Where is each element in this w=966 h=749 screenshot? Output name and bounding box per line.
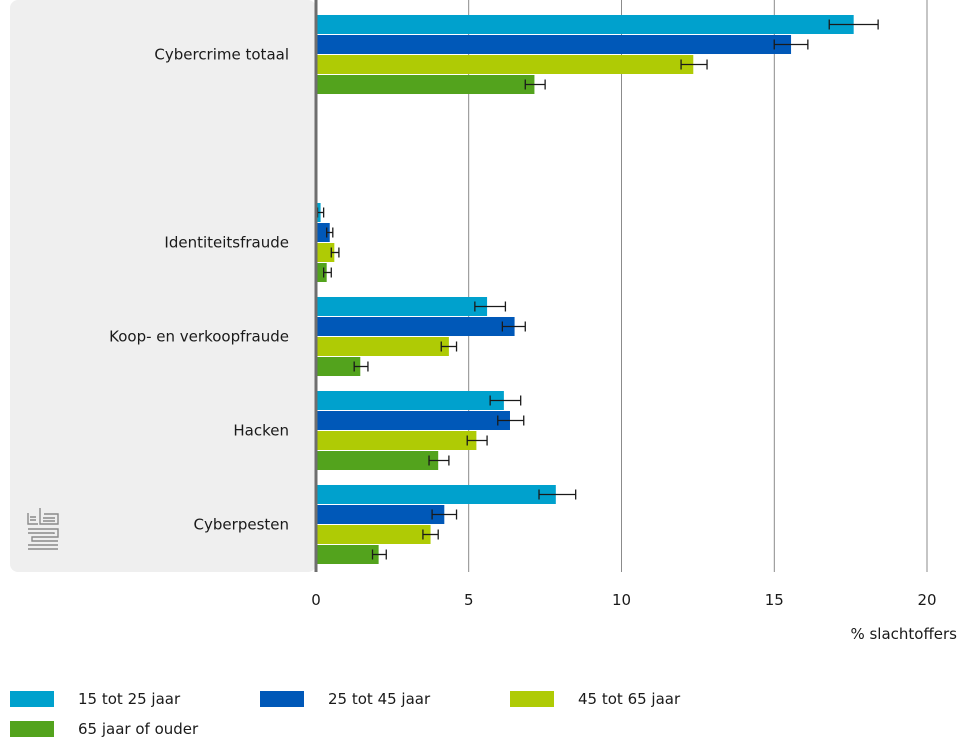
bar: [316, 505, 445, 524]
legend-swatch: [260, 691, 304, 707]
category-label: Identiteitsfraude: [164, 234, 289, 252]
bar: [316, 525, 431, 544]
bar: [316, 243, 335, 262]
x-tick-label: 15: [765, 591, 784, 609]
category-label: Cyberpesten: [194, 516, 289, 534]
category-label-panel: [10, 0, 316, 572]
bar: [316, 75, 535, 94]
x-tick-label: 20: [917, 591, 936, 609]
bar: [316, 55, 694, 74]
category-label: Cybercrime totaal: [154, 46, 289, 64]
bar: [316, 297, 488, 316]
bar: [316, 357, 361, 376]
cbs-logo-icon: [27, 508, 59, 550]
bar: [316, 545, 379, 564]
category-label: Koop- en verkoopfraude: [109, 328, 289, 346]
bar: [316, 317, 515, 336]
legend-label: 25 tot 45 jaar: [328, 690, 431, 708]
bar: [316, 391, 504, 410]
x-tick-label: 10: [612, 591, 631, 609]
x-tick-label: 5: [464, 591, 474, 609]
x-axis-title: % slachtoffers: [850, 625, 957, 643]
grid-lines: [468, 0, 928, 572]
bar: [316, 15, 854, 34]
legend-label: 45 tot 65 jaar: [578, 690, 681, 708]
bar: [316, 337, 449, 356]
bar: [316, 35, 792, 54]
bars: [316, 15, 854, 564]
legend-item-45-65: 45 tot 65 jaar: [510, 690, 680, 708]
legend-item-25-45: 25 tot 45 jaar: [260, 690, 430, 708]
bar: [316, 431, 477, 450]
category-label: Hacken: [233, 422, 289, 440]
legend-item-65-plus: 65 jaar of ouder: [10, 720, 198, 738]
legend-item-15-25: 15 tot 25 jaar: [10, 690, 180, 708]
legend-swatch: [510, 691, 554, 707]
x-tick-label: 0: [311, 591, 321, 609]
bar: [316, 263, 327, 282]
error-bars: [316, 19, 879, 560]
bar: [316, 451, 439, 470]
bar: [316, 485, 556, 504]
legend-swatch: [10, 691, 54, 707]
category-labels: Cybercrime totaal Identiteitsfraude Koop- …: [109, 46, 289, 534]
legend-label: 15 tot 25 jaar: [78, 690, 181, 708]
legend-swatch: [10, 721, 54, 737]
x-tick-labels: 0 5 10 15 20: [311, 591, 936, 609]
bar: [316, 411, 510, 430]
legend-label: 65 jaar of ouder: [78, 720, 199, 738]
